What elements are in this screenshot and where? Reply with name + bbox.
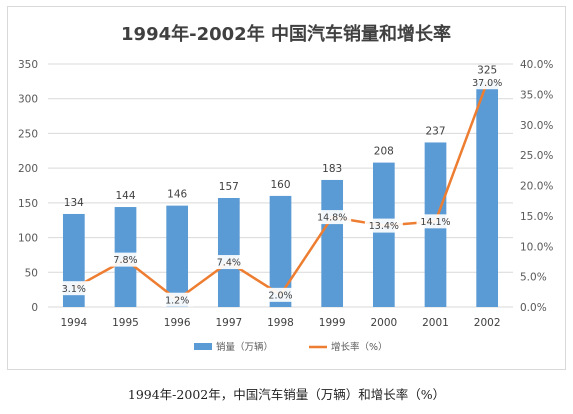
bar-value-label: 160: [270, 179, 290, 191]
line-label-box: [364, 218, 403, 233]
bar: [217, 197, 240, 307]
chart-svg: 1994年-2002年 中国汽车销量和增长率 0 50 100 150 200 250 300…: [18, 23, 553, 353]
legend-bar-label: 销量（万辆）: [216, 341, 273, 353]
bar-value-label: 237: [425, 125, 445, 137]
y-right-tick-label: 40.0%: [520, 59, 553, 71]
line-label-box: [109, 252, 142, 267]
bar: [372, 162, 395, 307]
line-label-box: [161, 292, 193, 307]
x-tick-label: 2000: [370, 317, 397, 329]
line-label-box: [313, 210, 352, 225]
bar: [321, 179, 344, 307]
bar-value-label: 146: [167, 189, 187, 201]
y-right-tick-label: 20.0%: [520, 181, 553, 193]
y-left-tick-label: 200: [18, 163, 38, 175]
y-left-tick-label: 100: [18, 233, 38, 245]
y-right-tick-label: 25.0%: [520, 150, 553, 162]
line-value-label: 7.4%: [217, 258, 241, 269]
y-left-tick-label: 150: [18, 198, 38, 210]
y-right-tick-label: 5.0%: [520, 272, 547, 284]
bar-value-label: 144: [115, 190, 135, 202]
x-tick-label: 1998: [267, 317, 294, 329]
line-value-label: 1.2%: [165, 295, 189, 306]
x-tick-label: 1999: [319, 317, 346, 329]
line-value-label: 37.0%: [472, 78, 502, 89]
bar-value-label: 183: [322, 163, 342, 175]
x-tick-label: 1994: [60, 317, 87, 329]
x-tick-label: 1995: [112, 317, 139, 329]
line-value-label: 13.4%: [369, 221, 399, 232]
bar: [269, 195, 292, 307]
y-right-tick-label: 30.0%: [520, 120, 553, 132]
y-right-tick-label: 10.0%: [520, 241, 553, 253]
x-tick-label: 1996: [164, 317, 191, 329]
bar-value-label: 208: [374, 146, 394, 158]
y-right-tick-label: 0.0%: [520, 302, 547, 314]
bar: [476, 81, 499, 307]
y-left-tick-label: 300: [18, 94, 38, 106]
y-right-tick-label: 15.0%: [520, 211, 553, 223]
line-value-label: 14.8%: [317, 213, 347, 224]
y-left-tick-label: 250: [18, 128, 38, 140]
line-label-box: [58, 281, 90, 296]
line-value-label: 3.1%: [62, 284, 86, 295]
line-value-label: 2.0%: [268, 290, 292, 301]
y-left-tick-label: 50: [25, 267, 38, 279]
chart-card: 1994年-2002年 中国汽车销量和增长率 0 50 100 150 200 250 300…: [7, 6, 566, 370]
bar-value-label: 325: [477, 64, 497, 76]
chart-title: 1994年-2002年 中国汽车销量和增长率: [121, 23, 451, 45]
x-tick-label: 2001: [422, 317, 449, 329]
legend-bar-swatch: [194, 343, 212, 350]
y-right-tick-label: 35.0%: [520, 89, 553, 101]
line-value-label: 14.1%: [420, 217, 450, 228]
line-label-box: [468, 75, 507, 90]
y-left-tick-label: 0: [31, 302, 38, 314]
bar-value-label: 134: [64, 197, 84, 209]
bar-value-label: 157: [219, 181, 239, 193]
x-tick-label: 2002: [474, 317, 501, 329]
line-label-box: [416, 214, 455, 229]
y-left-tick-label: 350: [18, 59, 38, 71]
bar: [166, 205, 189, 307]
line-label-box: [213, 255, 245, 270]
line-value-label: 7.8%: [113, 255, 137, 266]
legend-line-label: 增长率（%）: [331, 341, 388, 353]
x-tick-label: 1997: [215, 317, 242, 329]
line-label-box: [264, 287, 297, 302]
chart-caption: 1994年-2002年，中国汽车销量（万辆）和增长率（%）: [127, 387, 446, 402]
